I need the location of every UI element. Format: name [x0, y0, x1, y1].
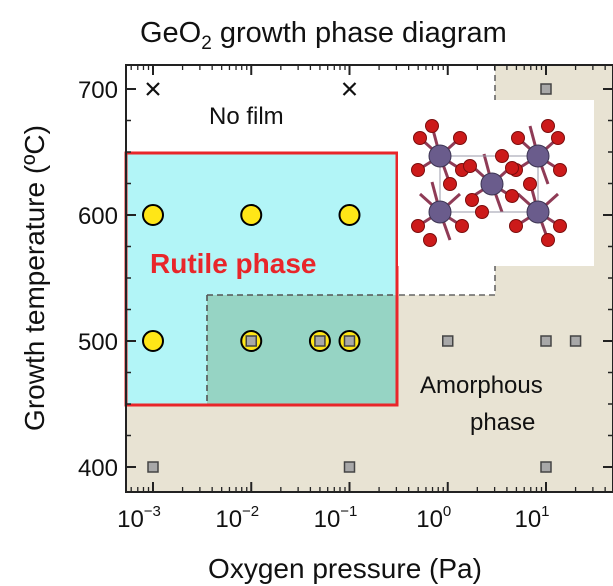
mixed-point-square: [343, 335, 356, 347]
x-tick-label: 10−2: [215, 503, 259, 533]
amorphous-phase-label-line2: phase: [470, 409, 535, 436]
oxygen-atom: [455, 219, 469, 233]
amorphous-point: [540, 461, 552, 473]
no-film-label: No film: [209, 103, 284, 130]
y-tick-label: 700: [78, 77, 118, 104]
oxygen-atom: [495, 149, 509, 163]
oxygen-atom: [465, 193, 479, 207]
crystal-structure-inset: [398, 100, 594, 266]
amorphous-point: [343, 461, 356, 473]
x-tick-label: 10−1: [314, 503, 358, 533]
x-tick-label: 101: [514, 503, 549, 533]
amorphous-point: [540, 83, 552, 95]
cross-stroke-b: [146, 82, 160, 96]
oxygen-atom: [551, 131, 565, 145]
amorphous-point: [442, 335, 454, 347]
oxygen-atom: [463, 159, 477, 173]
germanium-atom: [428, 200, 452, 224]
oxygen-atom: [453, 131, 467, 145]
chart-title-subscript: 2: [201, 33, 212, 54]
oxygen-atom: [509, 219, 523, 233]
oxygen-atom: [413, 131, 427, 145]
amorphous-point: [147, 461, 159, 473]
chart-title-main: GeO: [140, 17, 201, 49]
x-axis-ticks: 10−3 10−2 10−1 100 101: [117, 65, 606, 533]
oxygen-atom: [511, 131, 525, 145]
oxygen-atom: [443, 177, 457, 191]
no-film-point: [342, 82, 357, 96]
rutile-point: [142, 204, 164, 226]
rutile-point: [240, 204, 263, 226]
data-markers: [142, 82, 582, 473]
amorphous-phase-label-line1: Amorphous: [420, 372, 543, 399]
chart-title: GeO2 growth phase diagram: [140, 17, 507, 54]
oxygen-atom: [475, 205, 489, 219]
germanium-atom: [526, 144, 550, 168]
oxygen-atom: [505, 161, 519, 175]
y-tick-label: 600: [78, 203, 118, 230]
oxygen-atom: [541, 119, 555, 133]
oxygen-atom: [553, 163, 567, 177]
rutile-amorphous-overlap-region: [207, 295, 397, 405]
y-axis-ticks: 400 500 600 700: [78, 77, 613, 482]
oxygen-atom: [411, 163, 425, 177]
y-tick-label: 400: [78, 455, 118, 482]
germanium-atom: [526, 200, 550, 224]
y-tick-label: 500: [78, 329, 118, 356]
oxygen-atom: [505, 189, 519, 203]
chart-title-rest: growth phase diagram: [212, 17, 507, 49]
amorphous-point: [540, 335, 552, 347]
overlap-dashed-boundary: [206, 294, 397, 405]
x-tick-label: 100: [416, 503, 451, 533]
crystal-atoms: [411, 119, 567, 247]
oxygen-atom: [541, 233, 555, 247]
mixed-point-square: [314, 335, 326, 347]
oxygen-atom: [425, 119, 439, 133]
y-axis-label: Growth temperature (ºC): [19, 125, 50, 431]
oxygen-atom: [423, 233, 437, 247]
germanium-atom: [428, 144, 452, 168]
oxygen-atom: [523, 177, 537, 191]
oxygen-atom: [411, 219, 425, 233]
cross-stroke-b: [342, 82, 357, 96]
x-tick-label: 10−3: [117, 503, 161, 533]
oxygen-atom: [553, 219, 567, 233]
rutile-point: [142, 330, 164, 352]
mixed-point-square: [245, 335, 257, 347]
germanium-atom: [480, 172, 504, 196]
rutile-phase-label: Rutile phase: [150, 248, 316, 279]
rutile-point: [338, 204, 361, 226]
x-axis-label: Oxygen pressure (Pa): [208, 553, 482, 584]
no-film-point: [146, 82, 160, 96]
amorphous-point: [569, 335, 582, 347]
